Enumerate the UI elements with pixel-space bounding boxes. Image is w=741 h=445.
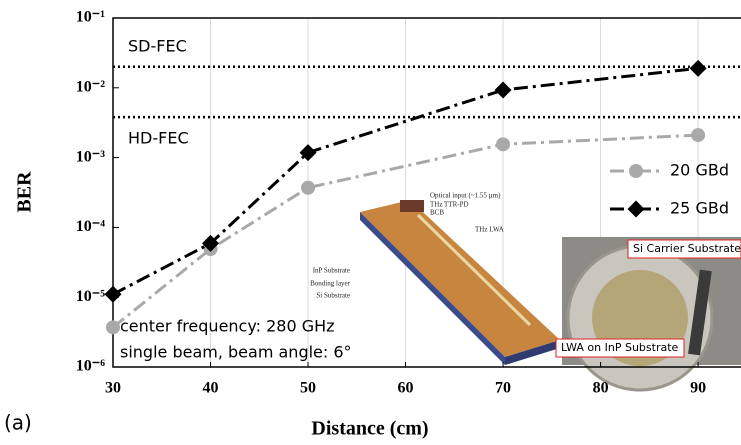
x-tick-label: 30 xyxy=(105,380,121,397)
legend-label: 20 GBd xyxy=(670,161,729,180)
y-tick-label: 10⁻⁴ xyxy=(76,218,105,235)
panel-label: (a) xyxy=(4,411,32,435)
series-line xyxy=(112,133,699,329)
inset-label: Si Substrate xyxy=(316,292,350,300)
inset-label: LWA on InP Substrate xyxy=(561,341,679,354)
marker xyxy=(691,128,706,143)
y-tick-label: 10⁻³ xyxy=(76,148,105,165)
annotation: center frequency: 280 GHz xyxy=(120,317,335,336)
marker xyxy=(494,81,512,99)
x-tick-label: 40 xyxy=(203,380,219,397)
marker xyxy=(627,200,645,218)
marker xyxy=(301,180,316,195)
y-tick-label: 10⁻¹ xyxy=(76,9,105,26)
marker xyxy=(496,137,511,152)
photo-label-box xyxy=(627,239,741,259)
x-tick-label: 50 xyxy=(300,380,316,397)
legend-label: 25 GBd xyxy=(670,199,729,218)
annotation: single beam, beam angle: 6° xyxy=(120,343,352,362)
chip-front xyxy=(505,340,560,365)
marker xyxy=(104,285,122,303)
y-axis-label: BER xyxy=(14,171,36,213)
marker xyxy=(106,320,120,335)
x-tick-label: 90 xyxy=(690,380,706,397)
y-tick-label: 10⁻⁶ xyxy=(76,358,105,375)
inset-photo: Si Carrier Substrate LWA on InP Substrat… xyxy=(555,237,741,392)
marker xyxy=(689,59,707,77)
inset-label: THz TTR-PD xyxy=(430,201,469,209)
inset-label: Bonding layer xyxy=(310,280,351,288)
marker xyxy=(299,144,317,162)
marker xyxy=(202,234,220,252)
sample xyxy=(688,269,712,356)
threshold-label: HD-FEC xyxy=(128,129,189,148)
pd-block xyxy=(400,200,424,212)
x-tick-label: 60 xyxy=(398,380,414,397)
axis-frame xyxy=(112,17,741,368)
chip-side xyxy=(360,212,505,365)
marker xyxy=(629,164,643,178)
inset-diagram: Optical input (~1.55 µm) THz TTR-PD BCB … xyxy=(310,192,560,365)
inset-label: BCB xyxy=(430,209,444,217)
chip-top xyxy=(360,200,560,357)
inset-label: InP Substrate xyxy=(313,267,350,275)
inset-label: THz LWA xyxy=(475,226,504,234)
inset-label: Si Carrier Substrate xyxy=(633,242,741,255)
x-axis-label: Distance (cm) xyxy=(311,418,428,440)
inset-label: Optical input (~1.55 µm) xyxy=(430,192,501,200)
photo-label-box xyxy=(555,338,685,358)
x-tick-label: 70 xyxy=(495,380,511,397)
threshold-label: SD-FEC xyxy=(128,36,187,55)
y-tick-label: 10⁻² xyxy=(76,78,105,95)
plot: 30 40 50 60 70 80 90 10⁻¹ 10⁻² 10⁻³ 10⁻⁴ 10⁻⁵ 10⁻⁶ SD… xyxy=(76,9,741,397)
y-tick-label: 10⁻⁵ xyxy=(76,288,105,305)
lwa-line xyxy=(416,213,532,327)
x-tick-label: 80 xyxy=(593,380,609,397)
